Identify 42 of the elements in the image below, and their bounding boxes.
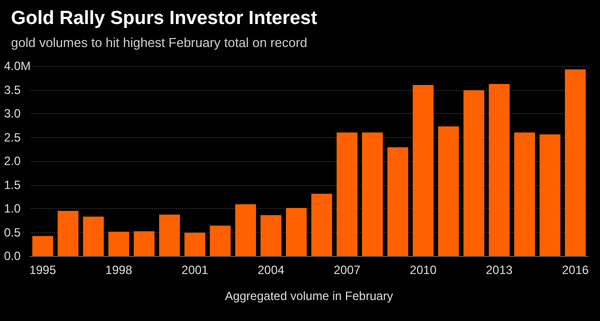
- bar: [488, 84, 510, 256]
- x-tick-label: 2010: [410, 263, 437, 277]
- chart-subtitle: gold volumes to hit highest February total on record: [11, 35, 308, 50]
- x-tick-label: 2016: [562, 263, 589, 277]
- bar: [336, 132, 358, 256]
- bar: [362, 132, 383, 256]
- y-tick-label: 3.0: [4, 106, 22, 120]
- bar: [235, 204, 256, 256]
- bar: [210, 226, 231, 256]
- bar: [83, 216, 104, 256]
- bar: [32, 236, 54, 256]
- x-tick-label: 2007: [334, 263, 361, 277]
- x-tick-label: 2013: [486, 263, 513, 277]
- bar: [134, 231, 155, 256]
- x-tick-label: 2001: [182, 263, 209, 277]
- bar: [438, 126, 459, 256]
- y-tick-label: 3.5: [4, 82, 22, 97]
- bar: [311, 194, 332, 256]
- bar: [184, 232, 206, 256]
- bar: [260, 215, 282, 256]
- bar: [387, 147, 408, 256]
- bar: [514, 132, 535, 256]
- y-tick-label: 4.0M: [4, 59, 31, 73]
- x-tick-label: 1998: [105, 263, 132, 277]
- y-tick-label: 1.5: [4, 178, 22, 192]
- bar: [540, 134, 560, 256]
- y-tick-label: 2.5: [4, 130, 22, 144]
- chart-title: Gold Rally Spurs Investor Interest: [11, 8, 318, 29]
- x-axis-title: Aggregated volume in February: [224, 289, 394, 303]
- x-tick-label: 2004: [258, 263, 285, 277]
- x-tick-label: 1995: [29, 263, 56, 277]
- y-tick-label: 2.0: [4, 154, 22, 168]
- bar: [463, 90, 484, 256]
- bar: [412, 85, 434, 256]
- bar: [286, 208, 307, 256]
- bar: [159, 214, 180, 256]
- y-tick-label: 1.0: [4, 202, 22, 216]
- bar: [58, 210, 78, 256]
- y-tick-label: 0.0: [4, 249, 22, 263]
- y-tick-label: 0.5: [4, 225, 22, 240]
- bar: [564, 69, 586, 256]
- bar: [108, 232, 130, 256]
